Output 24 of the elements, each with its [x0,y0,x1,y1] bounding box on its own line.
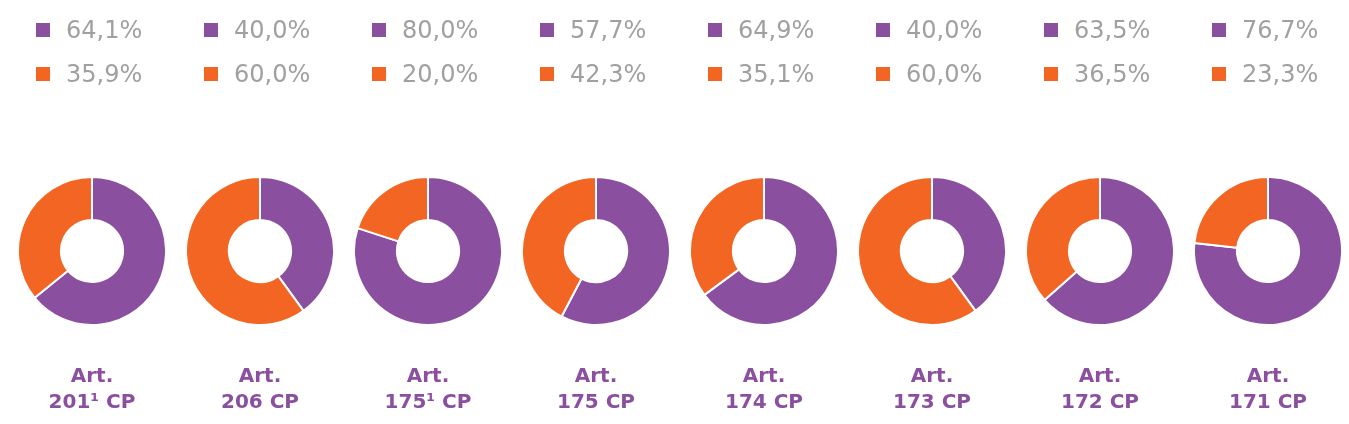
legend-label: 64,9% [738,16,815,44]
legend-label: 63,5% [1074,16,1151,44]
legend-label: 80,0% [402,16,479,44]
legend-label: 35,1% [738,60,815,88]
text: Art. 206 CP [220,363,300,414]
text: Art. 173 CP [892,363,972,414]
legend-label: 23,3% [1242,60,1319,88]
legend-label: 60,0% [906,60,983,88]
legend-label: 60,0% [234,60,311,88]
legend-label: 35,9% [66,60,143,88]
text: Art. 175¹ CP [384,363,472,414]
legend-label: 57,7% [570,16,647,44]
legend-label: 20,0% [402,60,479,88]
text: Art. 172 CP [1060,363,1140,414]
legend-label: 42,3% [570,60,647,88]
text: Art. 174 CP [724,363,804,414]
legend-label: 36,5% [1074,60,1151,88]
legend-label: 76,7% [1242,16,1319,44]
legend-label: 40,0% [906,16,983,44]
legend-label: 64,1% [66,16,143,44]
legend-label: 40,0% [234,16,311,44]
text: Art. 171 CP [1228,363,1308,414]
text: Art. 175 CP [556,363,636,414]
text: Art. 201¹ CP [48,363,136,414]
